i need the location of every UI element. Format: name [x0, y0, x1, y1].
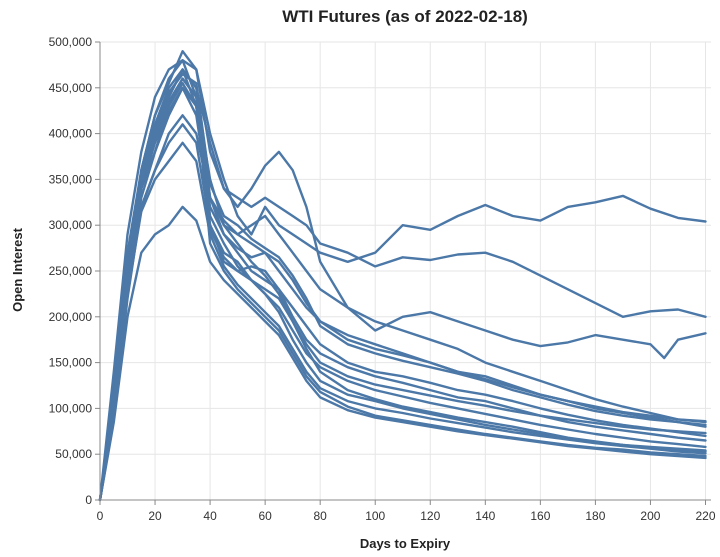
series-line-13	[98, 82, 707, 502]
series-line-5	[98, 114, 707, 502]
y-tick-label: 450,000	[49, 81, 93, 95]
y-tick-label: 500,000	[49, 35, 93, 49]
y-tick-label: 100,000	[49, 401, 93, 415]
series-line-1	[98, 59, 707, 502]
x-tick-label: 220	[695, 509, 715, 523]
y-tick-label: 150,000	[49, 356, 93, 370]
series-lines	[98, 50, 707, 502]
x-tick-label: 120	[420, 509, 440, 523]
x-tick-label: 80	[314, 509, 328, 523]
grid	[99, 41, 711, 501]
y-tick-label: 50,000	[55, 447, 92, 461]
series-line-16	[98, 72, 707, 502]
series-line-2	[98, 50, 707, 502]
series-line-14	[98, 77, 707, 502]
y-tick-label: 400,000	[49, 127, 93, 141]
series-line-12	[98, 205, 707, 502]
y-axis-title: Open Interest	[10, 227, 25, 311]
chart-title: WTI Futures (as of 2022-02-18)	[282, 7, 528, 26]
y-tick-label: 200,000	[49, 310, 93, 324]
y-tick-label: 250,000	[49, 264, 93, 278]
y-axis-ticks: 0 50,000 100,000 150,000 200,000 250,000 300,0…	[49, 35, 100, 507]
x-axis-title: Days to Expiry	[360, 536, 451, 551]
x-tick-label: 60	[258, 509, 272, 523]
x-tick-label: 20	[148, 509, 162, 523]
x-axis-ticks: 0 20 40 60 80 100 120 140 160 180 200 220	[97, 500, 716, 523]
x-tick-label: 180	[585, 509, 605, 523]
x-tick-label: 160	[530, 509, 550, 523]
x-tick-label: 40	[203, 509, 217, 523]
series-line-11	[98, 123, 707, 502]
x-tick-label: 100	[365, 509, 385, 523]
y-tick-label: 350,000	[49, 172, 93, 186]
series-line-7	[98, 86, 707, 502]
x-tick-label: 0	[97, 509, 104, 523]
series-line-6	[98, 86, 707, 502]
y-tick-label: 0	[85, 493, 92, 507]
x-tick-label: 140	[475, 509, 495, 523]
x-tick-label: 200	[640, 509, 660, 523]
y-tick-label: 300,000	[49, 218, 93, 232]
series-line-15	[98, 141, 707, 502]
